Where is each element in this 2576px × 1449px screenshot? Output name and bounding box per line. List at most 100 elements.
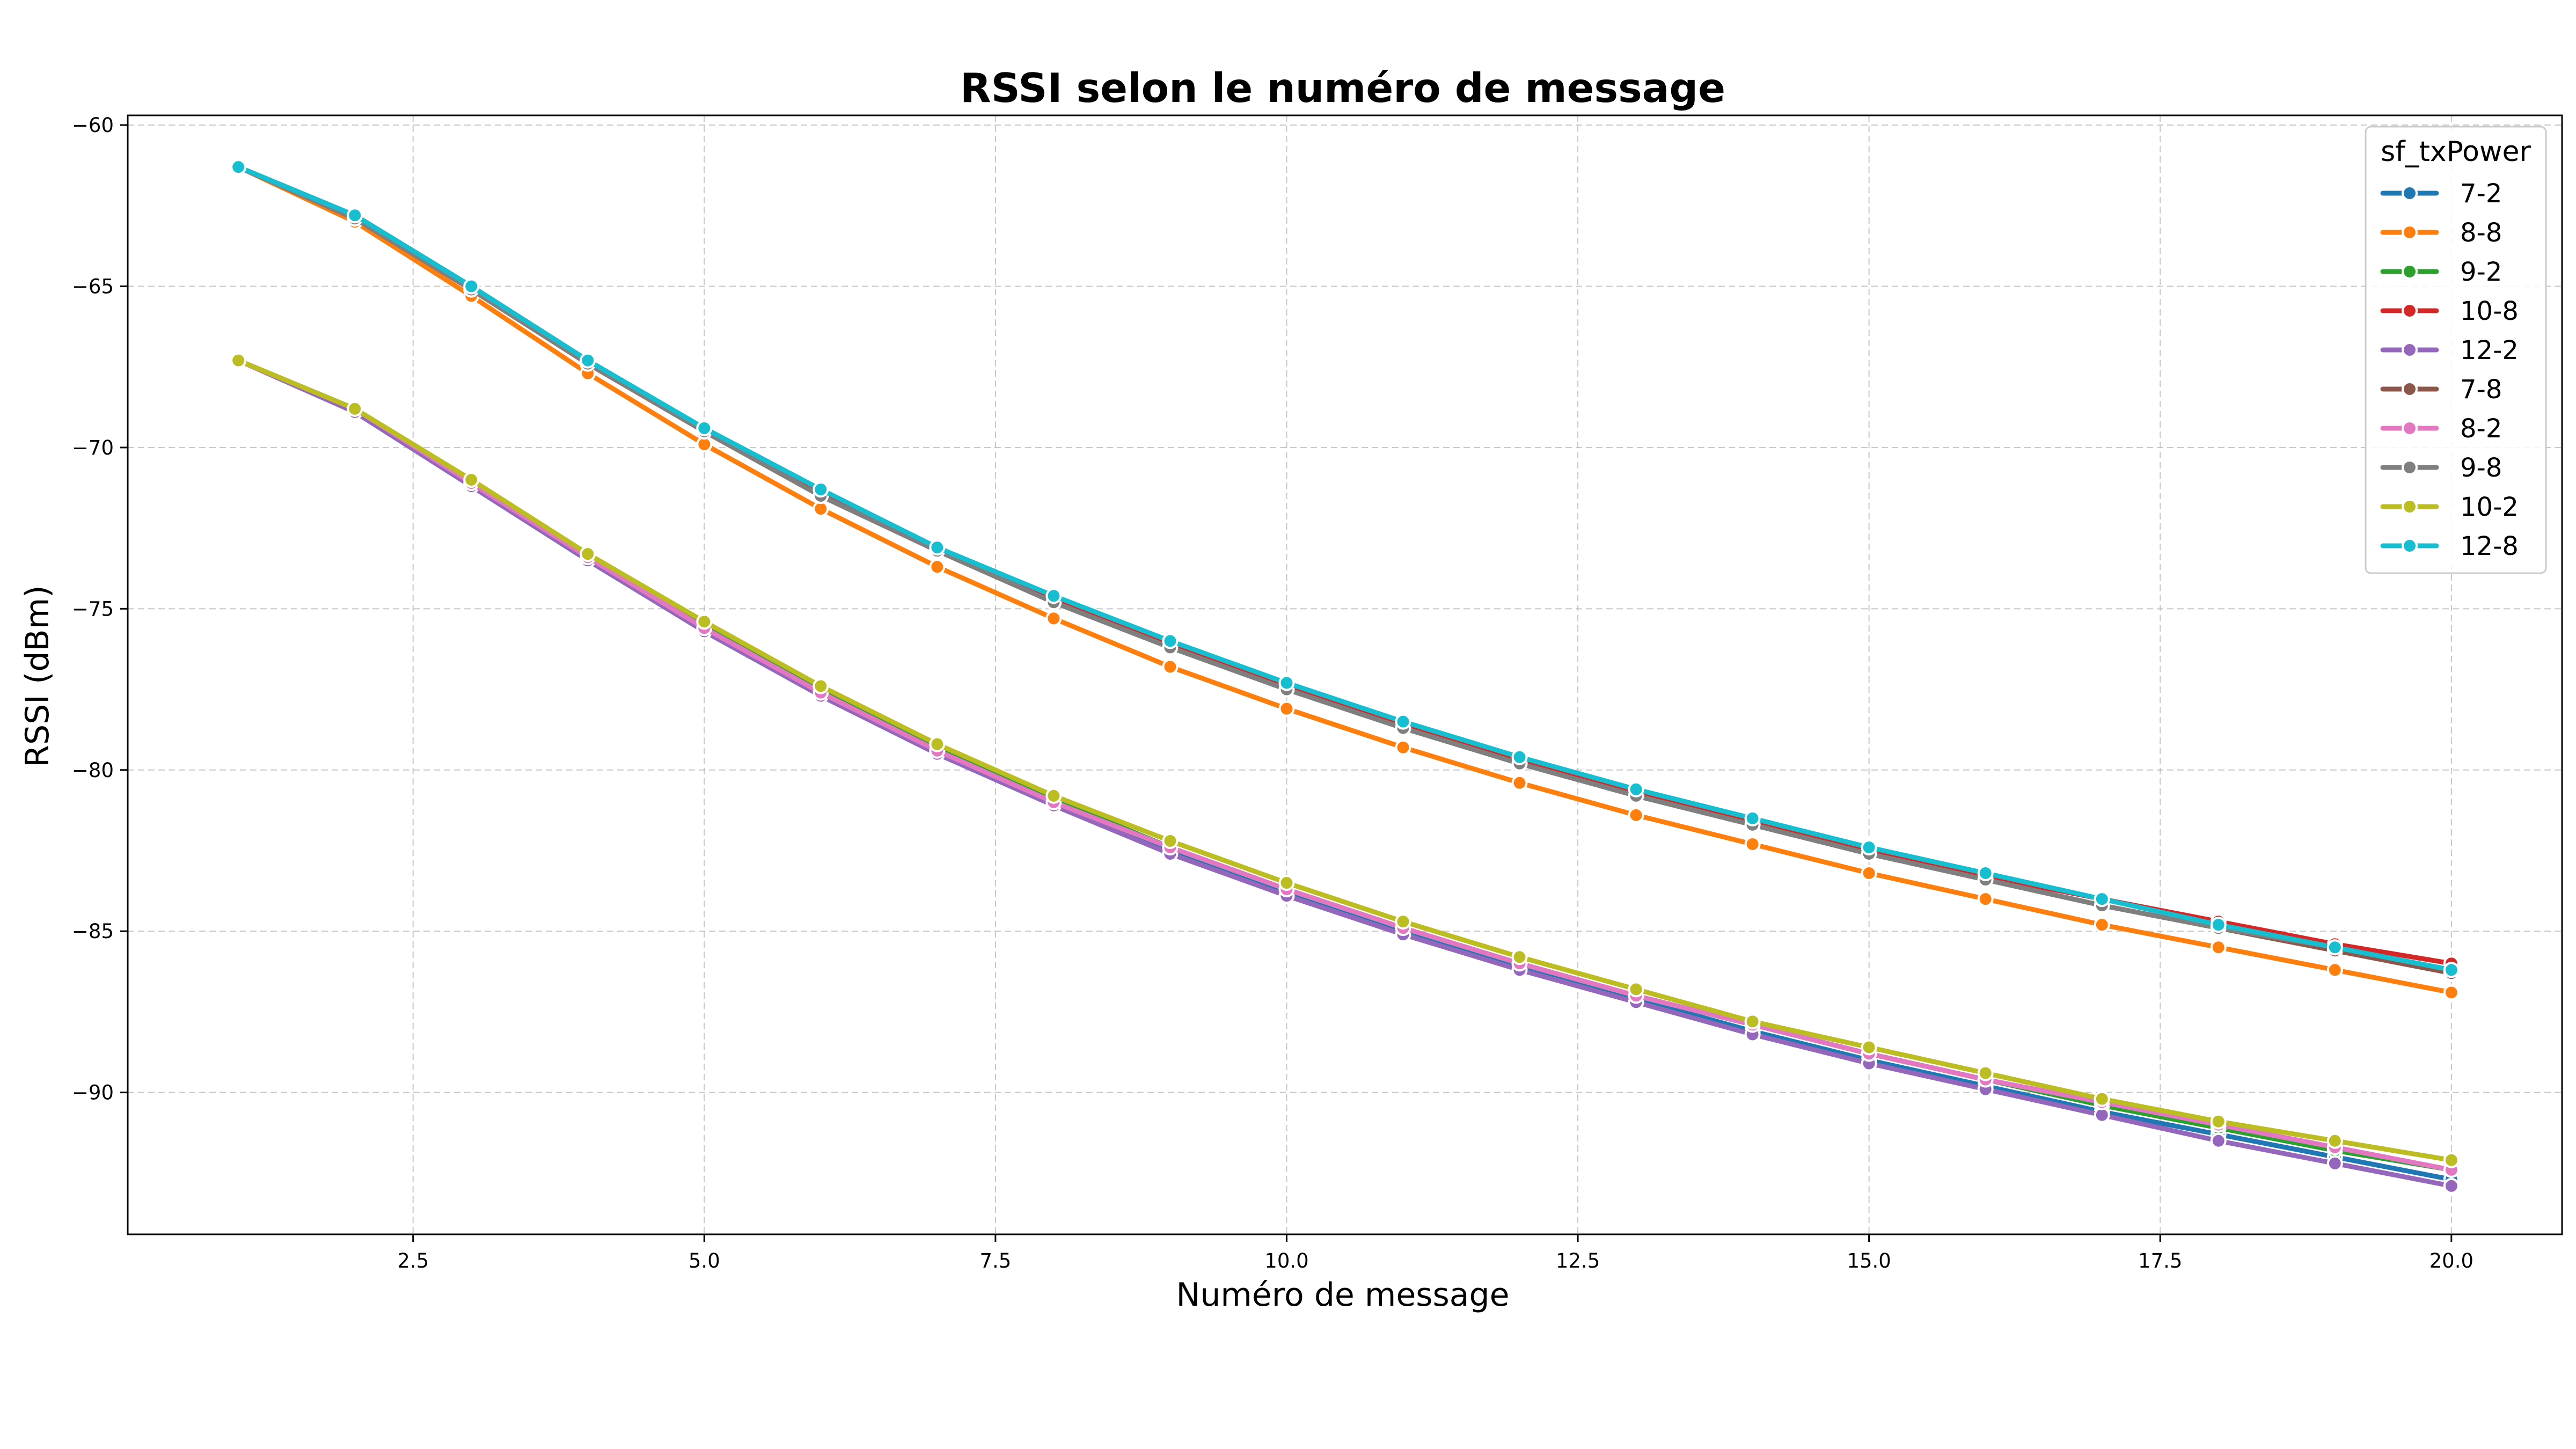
legend-label: 7-2: [2460, 179, 2502, 209]
series-9-8: [230, 159, 2460, 978]
data-point-10-2: [1861, 1039, 1877, 1056]
data-point-12-8: [813, 481, 829, 498]
data-point-8-8: [2094, 917, 2110, 933]
legend-swatch-marker: [2402, 342, 2418, 358]
legend-item-10-8: 10-8: [2380, 296, 2519, 326]
data-point-10-2: [2210, 1113, 2227, 1130]
data-point-12-8: [1278, 675, 1295, 691]
legend-title: sf_txPower: [2381, 136, 2531, 168]
series-line-7-8: [236, 164, 2454, 976]
data-point-8-8: [929, 559, 946, 575]
x-tick-label: 15.0: [1847, 1249, 1891, 1272]
legend-label: 9-8: [2460, 453, 2502, 483]
y-tick-label: −85: [72, 920, 114, 943]
legend-label: 10-2: [2460, 492, 2519, 522]
series-line-9-8: [236, 164, 2454, 972]
legend-swatch-marker: [2402, 538, 2418, 554]
y-tick-label: −75: [72, 597, 114, 620]
data-point-10-2: [1395, 913, 1411, 930]
data-point-8-8: [1162, 658, 1179, 675]
series-12-2: [230, 352, 2460, 1194]
series-line-8-2: [236, 358, 2454, 1173]
legend-item-7-8: 7-8: [2380, 375, 2502, 405]
data-point-12-8: [1744, 810, 1761, 826]
series-10-8: [230, 159, 2460, 972]
legend-swatch-marker: [2402, 381, 2418, 397]
legend-swatch-marker: [2402, 459, 2418, 475]
data-point-10-2: [2326, 1132, 2343, 1149]
y-tick-label: −70: [72, 436, 114, 459]
data-point-10-2: [1045, 787, 1062, 804]
data-point-12-8: [2094, 891, 2110, 908]
grid: [128, 115, 2562, 1234]
legend-items: 7-2 8-8 9-2 10-8 12-2 7-8 8-2 9-8 10-2 12-8: [2380, 179, 2519, 561]
legend: sf_txPower 7-2 8-8 9-2 10-8 12-2 7-8 8-2 9-8 10-…: [2365, 126, 2547, 574]
data-point-12-8: [580, 352, 596, 369]
data-point-12-8: [696, 420, 713, 436]
data-point-8-8: [2210, 939, 2227, 956]
data-point-10-2: [2443, 1152, 2460, 1168]
legend-item-12-2: 12-2: [2380, 335, 2519, 365]
y-axis-title: RSSI (dBm): [19, 585, 56, 767]
data-point-10-2: [580, 546, 596, 562]
y-tick-label: −90: [72, 1081, 114, 1104]
legend-item-9-8: 9-8: [2380, 453, 2502, 483]
data-point-10-2: [813, 678, 829, 694]
series-line-10-2: [236, 358, 2454, 1163]
legend-swatch-marker: [2402, 264, 2418, 280]
data-point-8-8: [1045, 610, 1062, 627]
x-tick-label: 12.5: [1556, 1249, 1600, 1272]
legend-label: 8-8: [2460, 218, 2502, 248]
data-point-12-8: [1045, 588, 1062, 604]
data-point-10-2: [1278, 875, 1295, 891]
data-point-12-2: [2210, 1132, 2227, 1149]
data-point-8-8: [2443, 984, 2460, 1001]
y-tick-label: −65: [72, 275, 114, 298]
legend-label: 10-8: [2460, 296, 2519, 326]
data-point-8-8: [1511, 774, 1528, 791]
series-10-2: [230, 352, 2460, 1168]
x-tick-label: 20.0: [2429, 1249, 2473, 1272]
x-tick-label: 17.5: [2138, 1249, 2182, 1272]
plot-series: [230, 159, 2460, 1194]
data-point-10-2: [1744, 1013, 1761, 1030]
plot-frame: [127, 114, 2563, 1235]
axis-ticks: 2.5 5.0 7.5 10.0 12.5 15.0 17.5 20.0 −90 −85 −80 −7…: [72, 114, 2473, 1272]
data-point-10-2: [2094, 1091, 2110, 1107]
series-12-8: [230, 159, 2460, 978]
data-point-12-8: [1628, 781, 1644, 797]
data-point-10-2: [1628, 981, 1644, 998]
series-line-8-8: [236, 164, 2454, 995]
data-point-8-8: [1628, 807, 1644, 823]
data-point-8-8: [1278, 700, 1295, 717]
data-point-10-2: [347, 400, 363, 417]
data-point-8-8: [1395, 739, 1411, 756]
data-point-8-8: [1977, 891, 1994, 908]
data-point-10-2: [1162, 832, 1179, 849]
x-axis-title: Numéro de message: [1176, 1276, 1509, 1314]
data-point-12-8: [463, 278, 480, 295]
data-point-10-2: [929, 736, 946, 752]
y-tick-label: −80: [72, 759, 114, 782]
data-point-12-8: [1162, 633, 1179, 649]
x-tick-label: 5.0: [689, 1249, 720, 1272]
legend-swatch-marker: [2402, 185, 2418, 201]
data-point-12-8: [929, 539, 946, 556]
data-point-12-8: [2326, 939, 2343, 956]
legend-swatch-marker: [2402, 303, 2418, 319]
x-tick-label: 10.0: [1264, 1249, 1308, 1272]
legend-swatch-marker: [2402, 499, 2418, 515]
series-8-2: [230, 352, 2460, 1178]
data-point-12-8: [1395, 713, 1411, 730]
data-point-12-8: [2210, 917, 2227, 933]
data-point-12-2: [2443, 1177, 2460, 1194]
legend-swatch-marker: [2402, 224, 2418, 240]
data-point-12-2: [2326, 1155, 2343, 1172]
data-point-10-2: [230, 352, 247, 369]
legend-item-8-2: 8-2: [2380, 414, 2502, 444]
legend-swatch-marker: [2402, 420, 2418, 436]
data-point-8-8: [2326, 962, 2343, 978]
data-point-10-2: [696, 613, 713, 630]
data-point-12-8: [1977, 865, 1994, 882]
